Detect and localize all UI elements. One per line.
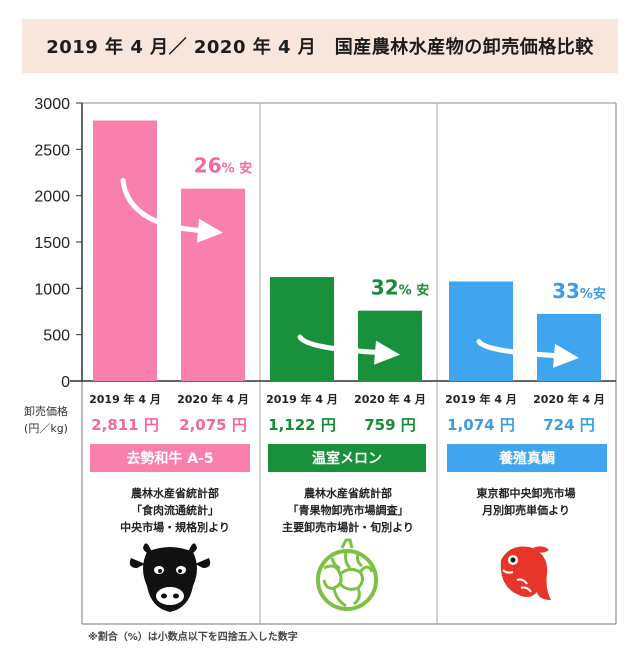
category-label-seabream-text: 養殖真鯛	[499, 451, 555, 467]
x-tick-label: 2020 年 4 月	[354, 392, 426, 406]
y-tick-label: 2500	[34, 142, 70, 159]
discount-label-melon: 32% 安	[371, 276, 429, 300]
decrease-arrowhead-melon	[374, 340, 400, 365]
source-wagyu-line-1: 農林水産省統計部	[131, 487, 219, 500]
category-label-melon-text: 温室メロン	[312, 451, 382, 467]
source-wagyu-line-2: 「食肉流通統計」	[131, 504, 219, 517]
source-melon-line-1: 農林水産省統計部	[304, 487, 392, 500]
melon-icon	[316, 538, 378, 611]
y-tick-label: 1500	[34, 235, 70, 252]
category-label-melon: 温室メロン	[268, 444, 426, 472]
discount-label-seabream: 33%安	[552, 279, 606, 303]
bar-wagyu-2	[181, 188, 245, 381]
price-label-wagyu-1: 2,811 円	[91, 416, 159, 434]
y-tick-label: 500	[43, 328, 70, 345]
source-seabream-line-1: 東京都中央卸売市場	[476, 487, 576, 500]
x-tick-label: 2019 年 4 月	[266, 392, 338, 406]
source-wagyu: 農林水産省統計部 「食肉流通統計」 中央市場・規格別より	[90, 485, 260, 536]
bar-seabream-1	[449, 281, 513, 381]
decrease-arrowhead-seabream	[553, 343, 579, 368]
category-label-wagyu-text: 去勢和牛 A-5	[126, 451, 214, 467]
category-label-wagyu: 去勢和牛 A-5	[90, 444, 250, 472]
source-wagyu-line-3: 中央市場・規格別より	[120, 521, 230, 534]
price-label-melon-2: 759 円	[364, 416, 416, 434]
source-melon-line-3: 主要卸売市場計・旬別より	[282, 521, 414, 534]
category-label-seabream: 養殖真鯛	[447, 444, 607, 472]
bar-wagyu-1	[93, 120, 157, 381]
y-axis-label: 卸売価格 (円／kg)	[6, 403, 86, 437]
sea-bream-icon	[500, 546, 551, 600]
price-label-wagyu-2: 2,075 円	[179, 416, 247, 434]
y-axis-label-line-2: (円／kg)	[24, 422, 68, 435]
bar-melon-1	[270, 277, 334, 381]
y-axis-label-line-1: 卸売価格	[24, 405, 68, 418]
footnote: ※割合（%）は小数点以下を四捨五入した数字	[88, 632, 298, 643]
price-label-seabream-1: 1,074 円	[447, 416, 515, 434]
bar-seabream-2	[537, 313, 601, 381]
discount-label-wagyu: 26% 安	[194, 154, 252, 178]
source-melon-line-2: 「青果物卸売市場調査」	[287, 504, 409, 517]
cow-icon	[129, 543, 211, 612]
decrease-arrow-melon	[297, 334, 385, 356]
x-tick-label: 2020 年 4 月	[533, 392, 605, 406]
decrease-arrowhead-wagyu	[197, 218, 223, 243]
decrease-arrow-seabream	[476, 338, 564, 359]
source-seabream: 東京都中央卸売市場 月別卸売単価より	[441, 485, 611, 519]
decrease-arrow-wagyu	[120, 178, 208, 234]
chart-title: 2019 年 4 月／ 2020 年 4 月 国産農林水産物の卸売価格比較	[22, 19, 618, 73]
y-tick-label: 2000	[34, 189, 70, 206]
source-melon: 農林水産省統計部 「青果物卸売市場調査」 主要卸売市場計・旬別より	[263, 485, 433, 536]
y-tick-label: 3000	[34, 96, 70, 113]
y-tick-label: 1000	[34, 281, 70, 298]
price-label-melon-1: 1,122 円	[268, 416, 336, 434]
y-tick-label: 0	[61, 374, 70, 391]
x-tick-label: 2019 年 4 月	[445, 392, 517, 406]
source-seabream-line-2: 月別卸売単価より	[482, 504, 570, 517]
price-label-seabream-2: 724 円	[543, 416, 595, 434]
x-tick-label: 2020 年 4 月	[177, 392, 249, 406]
x-tick-label: 2019 年 4 月	[89, 392, 161, 406]
bar-melon-2	[358, 310, 422, 381]
